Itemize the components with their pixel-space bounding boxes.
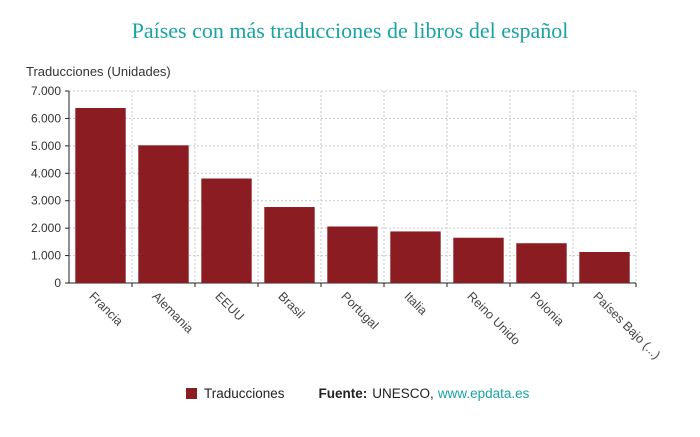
x-tick-label: Países Bajo (...) bbox=[590, 289, 663, 362]
x-tick-label: Brasil bbox=[275, 289, 307, 321]
bar bbox=[201, 178, 251, 283]
bar bbox=[390, 231, 440, 283]
y-tick-label: 6.000 bbox=[31, 111, 61, 125]
source-link[interactable]: www.epdata.es bbox=[438, 386, 530, 401]
bar bbox=[327, 226, 377, 283]
y-tick-label: 3.000 bbox=[31, 194, 61, 208]
legend-swatch bbox=[186, 388, 197, 399]
source-label: Fuente: bbox=[319, 386, 368, 401]
x-tick-label: Alemania bbox=[149, 289, 196, 336]
bar bbox=[579, 252, 629, 283]
y-tick-label: 4.000 bbox=[31, 166, 61, 180]
x-tick-label: Reino Unido bbox=[464, 289, 523, 348]
bar bbox=[138, 145, 188, 283]
x-tick-label: Francia bbox=[86, 289, 125, 328]
bar bbox=[75, 108, 125, 283]
bar bbox=[516, 243, 566, 283]
x-tick-label: Polonia bbox=[527, 289, 566, 328]
x-tick-label: Portugal bbox=[338, 289, 381, 332]
legend: Traducciones Fuente: UNESCO, www.epdata.… bbox=[186, 386, 529, 401]
y-tick-label: 2.000 bbox=[31, 221, 61, 235]
y-tick-label: 0 bbox=[54, 276, 61, 290]
y-tick-label: 7.000 bbox=[31, 84, 61, 98]
y-tick-label: 5.000 bbox=[31, 139, 61, 153]
bar bbox=[264, 207, 314, 283]
bar bbox=[453, 238, 503, 283]
x-tick-label: EEUU bbox=[212, 289, 246, 323]
source-org: UNESCO, bbox=[372, 386, 434, 401]
legend-label: Traducciones bbox=[204, 386, 285, 401]
x-tick-label: Italia bbox=[401, 289, 430, 318]
y-tick-label: 1.000 bbox=[31, 249, 61, 263]
